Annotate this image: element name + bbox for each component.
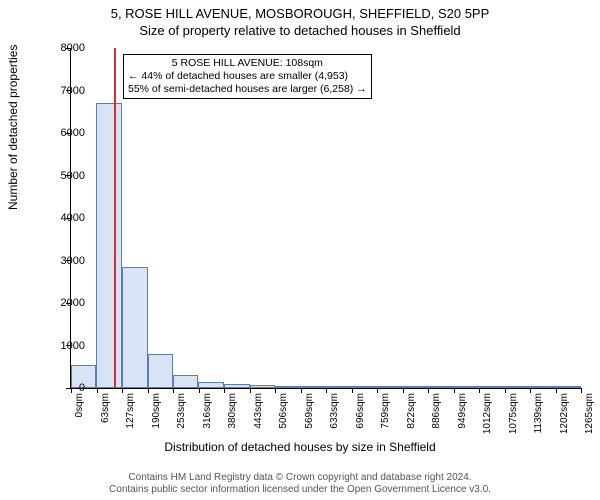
- y-tick-label: 4000: [45, 212, 85, 224]
- x-tick-mark: [224, 388, 225, 393]
- x-tick-mark: [326, 388, 327, 393]
- histogram-bar: [530, 386, 555, 388]
- y-tick-label: 2000: [45, 297, 85, 309]
- x-tick-label: 1075sqm: [508, 393, 519, 434]
- histogram-bar: [198, 382, 224, 388]
- x-tick-label: 822sqm: [406, 393, 417, 429]
- x-tick-mark: [377, 388, 378, 393]
- y-tick-label: 5000: [45, 170, 85, 182]
- x-tick-label: 443sqm: [253, 393, 264, 429]
- histogram-bar: [428, 386, 453, 388]
- x-tick-mark: [556, 388, 557, 393]
- x-tick-mark: [301, 388, 302, 393]
- x-tick-mark: [428, 388, 429, 393]
- x-tick-mark: [352, 388, 353, 393]
- annotation-line-1: 5 ROSE HILL AVENUE: 108sqm: [128, 57, 367, 70]
- y-tick-label: 6000: [45, 127, 85, 139]
- x-tick-mark: [505, 388, 506, 393]
- annotation-box: 5 ROSE HILL AVENUE: 108sqm ← 44% of deta…: [123, 54, 372, 99]
- x-tick-label: 1012sqm: [482, 393, 493, 434]
- histogram-bar: [96, 103, 122, 388]
- histogram-bar: [224, 384, 249, 388]
- x-tick-mark: [275, 388, 276, 393]
- histogram-bar: [352, 386, 377, 388]
- y-tick-label: 3000: [45, 255, 85, 267]
- x-tick-label: 696sqm: [355, 393, 366, 429]
- x-tick-label: 190sqm: [151, 393, 162, 429]
- x-tick-label: 1265sqm: [584, 393, 595, 434]
- histogram-bar: [454, 386, 479, 388]
- chart-title-main: 5, ROSE HILL AVENUE, MOSBOROUGH, SHEFFIE…: [0, 0, 600, 21]
- chart-title-sub: Size of property relative to detached ho…: [0, 21, 600, 38]
- x-tick-label: 380sqm: [227, 393, 238, 429]
- histogram-bar: [148, 354, 173, 388]
- x-axis-label: Distribution of detached houses by size …: [0, 440, 600, 454]
- x-tick-mark: [581, 388, 582, 393]
- histogram-bar: [173, 375, 198, 388]
- y-tick-label: 8000: [45, 42, 85, 54]
- x-tick-label: 949sqm: [457, 393, 468, 429]
- y-tick-label: 0: [45, 382, 85, 394]
- y-tick-label: 1000: [45, 340, 85, 352]
- x-tick-mark: [250, 388, 251, 393]
- histogram-bar: [275, 386, 300, 388]
- histogram-bar: [402, 386, 428, 388]
- histogram-bar: [479, 386, 504, 388]
- x-tick-label: 0sqm: [74, 393, 85, 417]
- x-tick-label: 633sqm: [329, 393, 340, 429]
- x-tick-label: 886sqm: [431, 393, 442, 429]
- histogram-bar: [250, 385, 275, 388]
- footer-attribution: Contains HM Land Registry data © Crown c…: [0, 472, 600, 496]
- x-tick-mark: [173, 388, 174, 393]
- x-tick-mark: [454, 388, 455, 393]
- x-tick-label: 1202sqm: [559, 393, 570, 434]
- x-tick-mark: [148, 388, 149, 393]
- annotation-line-2: ← 44% of detached houses are smaller (4,…: [128, 70, 367, 83]
- histogram-bar: [377, 386, 402, 388]
- histogram-bar: [556, 386, 581, 388]
- x-tick-label: 759sqm: [380, 393, 391, 429]
- x-tick-label: 316sqm: [202, 393, 213, 429]
- x-tick-label: 569sqm: [304, 393, 315, 429]
- histogram-bar: [326, 386, 351, 388]
- x-tick-label: 506sqm: [278, 393, 289, 429]
- histogram-bar: [122, 267, 147, 388]
- x-tick-mark: [97, 388, 98, 393]
- x-tick-mark: [403, 388, 404, 393]
- x-tick-label: 253sqm: [176, 393, 187, 429]
- x-tick-mark: [479, 388, 480, 393]
- x-tick-mark: [199, 388, 200, 393]
- x-tick-label: 127sqm: [125, 393, 136, 429]
- x-tick-mark: [530, 388, 531, 393]
- footer-line-1: Contains HM Land Registry data © Crown c…: [0, 472, 600, 484]
- x-tick-label: 63sqm: [100, 393, 111, 423]
- annotation-line-3: 55% of semi-detached houses are larger (…: [128, 83, 367, 96]
- chart-plot-area: 5 ROSE HILL AVENUE: 108sqm ← 44% of deta…: [70, 48, 581, 389]
- histogram-bar: [300, 386, 326, 388]
- y-tick-label: 7000: [45, 85, 85, 97]
- y-axis-label: Number of detached properties: [6, 45, 20, 210]
- property-marker-line: [114, 48, 116, 388]
- footer-line-2: Contains public sector information licen…: [0, 484, 600, 496]
- x-tick-mark: [122, 388, 123, 393]
- x-tick-label: 1139sqm: [533, 393, 544, 433]
- histogram-bar: [504, 386, 530, 388]
